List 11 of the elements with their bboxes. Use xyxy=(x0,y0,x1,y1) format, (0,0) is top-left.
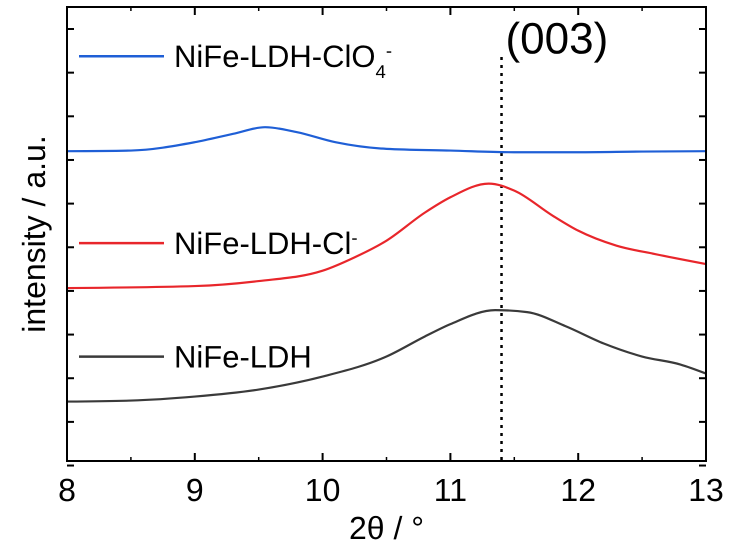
x-tick-label: 11 xyxy=(434,472,468,508)
legend-label: NiFe-LDH xyxy=(174,340,312,375)
x-tick-label: 13 xyxy=(688,472,724,508)
x-tick-label: 10 xyxy=(304,472,340,508)
annotation: (003) xyxy=(506,14,608,64)
x-tick-label: 8 xyxy=(58,472,76,508)
x-tick-label: 9 xyxy=(186,472,204,508)
y-axis-title: intensity / a.u. xyxy=(16,135,52,333)
x-axis-title: 2θ / ° xyxy=(348,510,424,546)
x-tick-label: 12 xyxy=(560,472,596,508)
legend-label: NiFe-LDH-Cl$^{-}$ xyxy=(174,226,358,262)
